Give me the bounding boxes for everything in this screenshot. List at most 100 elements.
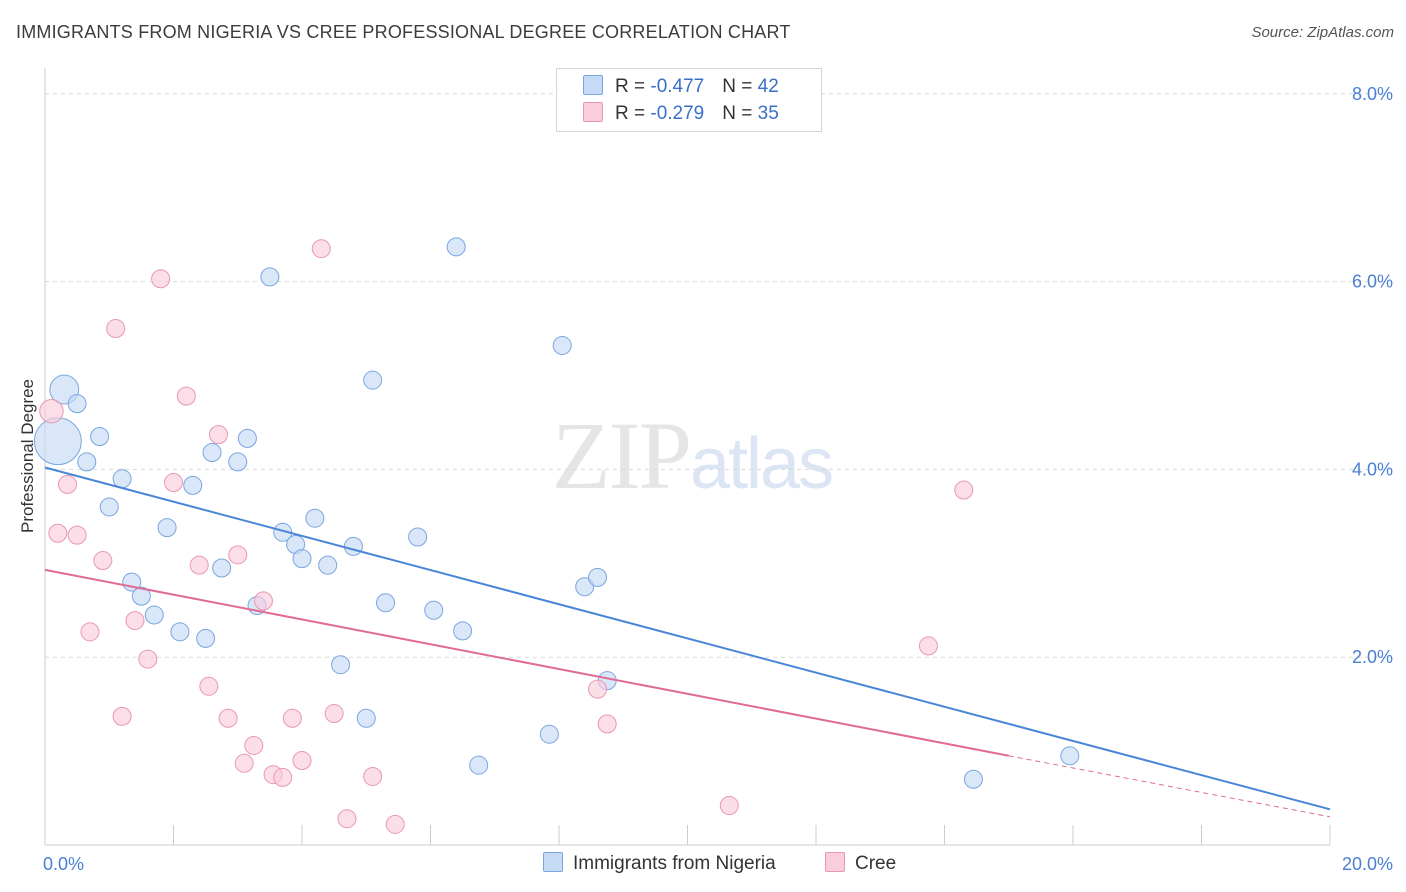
data-point-cree	[106, 319, 126, 339]
data-point-nigeria	[292, 549, 312, 569]
x-tick-label: 20.0%	[1342, 854, 1393, 874]
data-point-cree	[80, 622, 100, 642]
trendline-cree	[44, 568, 1009, 757]
legend-row-cree: R = -0.279 N = 35	[583, 102, 779, 126]
data-point-cree	[282, 708, 302, 728]
data-point-cree	[208, 425, 228, 445]
trendline-nigeria	[44, 466, 1331, 811]
data-point-nigeria	[446, 237, 466, 257]
data-point-cree	[954, 480, 974, 500]
chart-title: IMMIGRANTS FROM NIGERIA VS CREE PROFESSI…	[16, 22, 791, 42]
data-point-cree	[39, 398, 64, 424]
data-point-nigeria	[552, 335, 572, 355]
source-label: Source: ZipAtlas.com	[1251, 24, 1394, 41]
data-point-nigeria	[131, 586, 151, 606]
data-point-nigeria	[212, 558, 232, 578]
data-point-nigeria	[67, 394, 87, 414]
data-point-cree	[588, 679, 608, 699]
data-point-nigeria	[424, 600, 444, 620]
legend-n-value: 42	[757, 76, 779, 97]
data-point-cree	[337, 809, 357, 829]
legend-r-value: -0.279	[650, 103, 705, 124]
data-point-nigeria	[588, 567, 608, 587]
correlation-legend: R = -0.477 N = 42 R = -0.279 N = 35	[556, 68, 822, 132]
data-point-cree	[234, 753, 254, 773]
data-point-nigeria	[1060, 746, 1080, 766]
legend-label-nigeria: Immigrants from Nigeria	[573, 853, 776, 874]
data-point-nigeria	[237, 428, 257, 448]
data-point-cree	[218, 708, 238, 728]
data-point-cree	[199, 676, 219, 696]
data-point-nigeria	[963, 769, 983, 789]
data-point-nigeria	[376, 593, 396, 613]
data-point-nigeria	[228, 452, 248, 472]
y-tick-label: 8.0%	[1352, 84, 1393, 104]
y-tick-label: 4.0%	[1352, 459, 1393, 479]
data-point-cree	[67, 525, 87, 545]
data-point-nigeria	[196, 628, 216, 648]
data-point-nigeria	[202, 442, 222, 462]
data-point-nigeria	[408, 527, 428, 547]
data-point-nigeria	[144, 605, 164, 625]
data-point-nigeria	[170, 622, 190, 642]
data-point-cree	[311, 239, 331, 259]
data-point-nigeria	[343, 536, 363, 556]
data-point-cree	[138, 649, 158, 669]
legend-item-nigeria[interactable]: Immigrants from Nigeria	[543, 852, 776, 876]
data-point-cree	[48, 523, 68, 543]
data-point-cree	[93, 550, 113, 570]
data-point-cree	[385, 814, 405, 834]
legend-row-nigeria: R = -0.477 N = 42	[583, 75, 779, 99]
data-point-nigeria	[575, 577, 595, 597]
legend-swatch-cree	[583, 102, 603, 122]
data-point-cree	[918, 636, 938, 656]
data-point-nigeria	[112, 469, 132, 489]
data-point-cree	[176, 386, 196, 406]
data-point-nigeria	[77, 452, 97, 472]
watermark-atlas: atlas	[690, 424, 834, 504]
legend-swatch-nigeria	[543, 852, 563, 872]
data-point-nigeria	[469, 755, 489, 775]
data-point-nigeria	[539, 724, 559, 744]
data-point-cree	[151, 269, 171, 289]
data-point-nigeria	[363, 370, 383, 390]
trendline-cree-extension	[1008, 755, 1331, 818]
legend-swatch-cree	[825, 852, 845, 872]
data-point-cree	[597, 714, 617, 734]
legend-item-cree[interactable]: Cree	[825, 852, 896, 876]
data-point-cree	[273, 767, 293, 787]
legend-r-value: -0.477	[650, 76, 705, 97]
data-point-nigeria	[157, 518, 177, 538]
legend-r-label: R =	[615, 76, 651, 97]
data-point-cree	[292, 750, 312, 770]
data-point-nigeria	[305, 508, 325, 528]
data-point-nigeria	[260, 267, 280, 287]
y-tick-label: 6.0%	[1352, 272, 1393, 292]
data-point-cree	[363, 766, 383, 786]
legend-r-label: R =	[615, 103, 651, 124]
y-tick-label: 2.0%	[1352, 647, 1393, 667]
data-point-nigeria	[33, 417, 82, 466]
data-point-nigeria	[183, 475, 203, 495]
watermark: ZIPatlas	[552, 400, 834, 511]
data-point-nigeria	[356, 708, 376, 728]
legend-n-label: N =	[722, 103, 758, 124]
data-point-cree	[244, 735, 264, 755]
data-point-nigeria	[99, 497, 119, 517]
data-point-cree	[57, 474, 77, 494]
data-point-nigeria	[90, 427, 110, 447]
data-point-cree	[228, 545, 248, 565]
legend-label-cree: Cree	[855, 853, 897, 874]
data-point-cree	[189, 555, 209, 575]
data-point-nigeria	[453, 621, 473, 641]
data-point-nigeria	[331, 655, 351, 675]
data-point-cree	[164, 473, 183, 493]
x-tick-label: 0.0%	[43, 854, 84, 874]
legend-n-label: N =	[722, 76, 758, 97]
legend-swatch-nigeria	[583, 75, 603, 95]
data-point-cree	[125, 611, 145, 631]
data-point-cree	[719, 796, 739, 816]
watermark-zip: ZIP	[552, 402, 692, 509]
legend-n-value: 35	[757, 103, 779, 124]
data-point-nigeria	[318, 555, 338, 575]
